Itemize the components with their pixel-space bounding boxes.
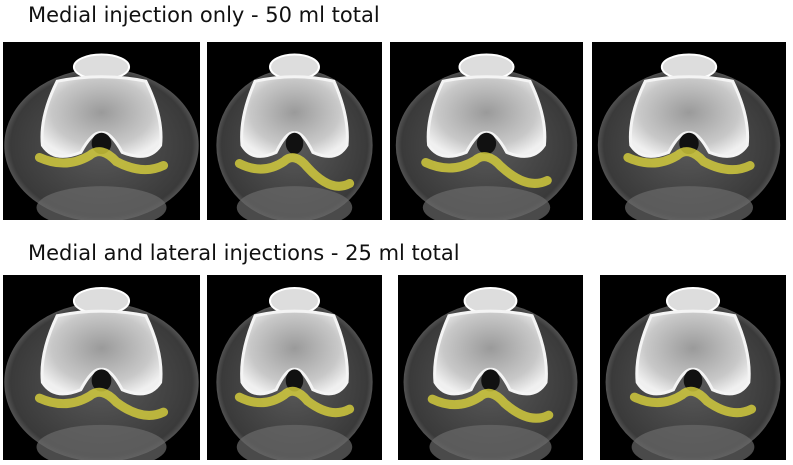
notch: [285, 132, 304, 155]
notch: [476, 132, 497, 155]
contrast-band: [234, 386, 355, 418]
femur: [240, 75, 349, 158]
contrast-band: [629, 386, 757, 418]
ct-image: [600, 275, 786, 460]
contrast-band: [427, 388, 554, 423]
ct-content: [3, 275, 200, 460]
ct-image: [3, 42, 200, 220]
ct-content: [3, 42, 200, 220]
ct-content: [600, 275, 786, 460]
ct-image: [207, 275, 382, 460]
tibia: [236, 424, 353, 460]
femur: [635, 309, 751, 396]
femur: [433, 309, 548, 396]
ct-image: [207, 42, 382, 220]
femur: [240, 309, 349, 396]
notch: [481, 369, 500, 392]
notch: [683, 369, 703, 392]
ct-content: [398, 275, 583, 460]
femur: [426, 75, 547, 158]
image-panels: [3, 42, 786, 460]
ct-content: [390, 42, 583, 220]
tibia: [631, 424, 755, 460]
contrast-band: [234, 153, 355, 191]
ct-image: [3, 275, 200, 460]
tibia: [624, 186, 754, 220]
tibia: [429, 424, 552, 460]
tibia: [422, 186, 551, 220]
notch: [91, 369, 112, 392]
contrast-band: [623, 147, 755, 175]
contrast-band: [421, 152, 552, 188]
tibia: [236, 186, 353, 220]
ct-content: [592, 42, 786, 220]
ct-image: [398, 275, 583, 460]
femur: [628, 75, 750, 158]
row-title: Medial and lateral injections - 25 ml to…: [28, 241, 460, 265]
femur: [40, 309, 163, 396]
ct-content: [207, 275, 382, 460]
contrast-band: [34, 387, 169, 420]
ct-content: [207, 42, 382, 220]
ct-image: [390, 42, 583, 220]
row-title: Medial injection only - 50 ml total: [28, 3, 380, 27]
femur: [40, 75, 163, 158]
contrast-band: [34, 147, 169, 175]
notch: [285, 369, 304, 392]
tibia: [36, 424, 167, 460]
ct-image: [592, 42, 786, 220]
tibia: [36, 186, 167, 220]
